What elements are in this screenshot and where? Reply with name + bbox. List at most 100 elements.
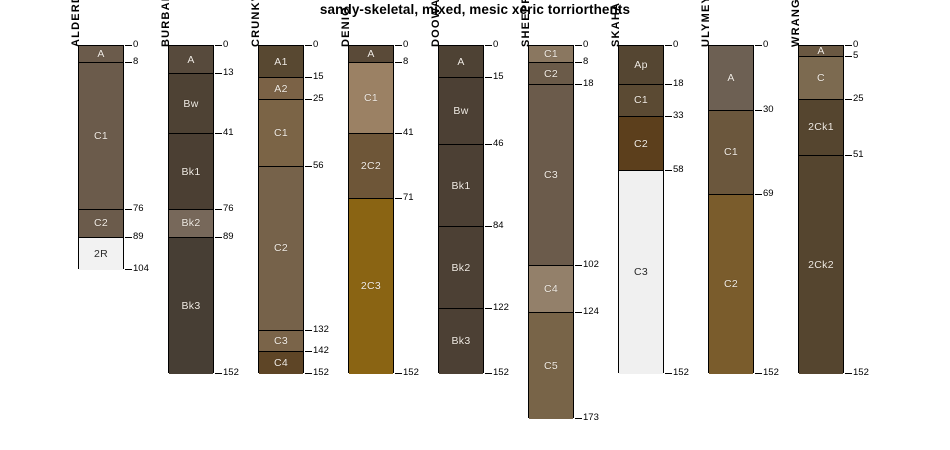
- depth-tick: [395, 45, 402, 46]
- depth-tick: [575, 417, 582, 419]
- horizon-c1[interactable]: C1: [349, 63, 393, 135]
- horizon-a[interactable]: A: [79, 46, 123, 64]
- horizon-c1[interactable]: C1: [259, 99, 303, 167]
- profile-name-label: ULYMEYER: [700, 0, 712, 47]
- horizon-label: C1: [723, 146, 739, 159]
- depth-tick: [125, 62, 132, 64]
- profile-column[interactable]: Ap C1 C2 C3: [618, 45, 664, 374]
- profile-name-label: SHEEPROCK: [520, 0, 532, 47]
- horizon-label: A: [817, 46, 825, 57]
- horizon-c4[interactable]: C4: [259, 352, 303, 374]
- depth-label: 122: [493, 302, 509, 314]
- horizon-c3[interactable]: C3: [259, 330, 303, 353]
- horizon-c2[interactable]: C2: [619, 117, 663, 172]
- depth-label: 0: [133, 39, 139, 50]
- depth-tick: [395, 198, 402, 200]
- horizon-2c2[interactable]: 2C2: [349, 134, 393, 200]
- horizon-label: 2C2: [360, 160, 382, 173]
- horizon-2r[interactable]: 2R: [79, 237, 123, 271]
- horizon-c[interactable]: C: [799, 56, 843, 100]
- horizon-label: Bw: [183, 97, 199, 110]
- depth-label: 15: [313, 71, 324, 83]
- depth-label: 152: [403, 366, 419, 378]
- horizon-bk3[interactable]: Bk3: [169, 237, 213, 374]
- horizon-label: C3: [633, 266, 649, 279]
- horizon-bw[interactable]: Bw: [169, 74, 213, 135]
- depth-label: 41: [403, 127, 414, 139]
- horizon-label: C4: [273, 356, 289, 369]
- horizon-c3[interactable]: C3: [529, 84, 573, 266]
- horizon-a[interactable]: A: [709, 46, 753, 111]
- horizon-2ck2[interactable]: 2Ck2: [799, 155, 843, 374]
- depth-label: 132: [313, 323, 329, 335]
- horizon-2ck1[interactable]: 2Ck1: [799, 99, 843, 156]
- horizon-c1[interactable]: C1: [709, 110, 753, 195]
- horizon-bk2[interactable]: Bk2: [169, 209, 213, 238]
- profile-name-label: ALDERDALE: [70, 0, 82, 47]
- page-title: sandy-skeletal, mixed, mesic xeric torri…: [319, 2, 631, 17]
- horizon-label: 2R: [93, 248, 109, 261]
- profile-column[interactable]: A C 2Ck1 2Ck2: [798, 45, 844, 374]
- horizon-label: C: [817, 71, 825, 84]
- horizon-c1[interactable]: C1: [619, 84, 663, 118]
- depth-label: 173: [583, 411, 599, 423]
- horizon-bk2[interactable]: Bk2: [439, 227, 483, 310]
- horizon-a[interactable]: A: [799, 46, 843, 57]
- horizon-label: Ap: [634, 58, 648, 71]
- horizon-label: C2: [543, 67, 559, 80]
- horizon-label: 2Ck1: [808, 121, 834, 134]
- depth-label: 41: [223, 127, 234, 139]
- depth-tick: [215, 45, 222, 46]
- depth-label: 8: [133, 56, 139, 68]
- horizon-c2[interactable]: C2: [259, 166, 303, 331]
- depth-label: 142: [313, 345, 329, 357]
- horizon-a[interactable]: A: [169, 46, 213, 75]
- depth-label: 30: [763, 103, 774, 115]
- depth-tick: [845, 372, 852, 374]
- horizon-ap[interactable]: Ap: [619, 46, 663, 85]
- horizon-bk1[interactable]: Bk1: [169, 134, 213, 210]
- profile-column[interactable]: A C1 2C2 2C3: [348, 45, 394, 374]
- horizon-c1[interactable]: C1: [529, 46, 573, 64]
- horizon-c4[interactable]: C4: [529, 265, 573, 314]
- profile-column[interactable]: C1 C2 C3 C4 C5: [528, 45, 574, 419]
- horizon-label: C1: [93, 130, 109, 143]
- horizon-c2[interactable]: C2: [79, 209, 123, 238]
- depth-label: 8: [403, 56, 409, 68]
- depth-tick: [575, 45, 582, 46]
- depth-tick: [665, 83, 672, 85]
- depth-tick: [215, 73, 222, 75]
- horizon-label: C1: [543, 48, 559, 61]
- horizon-c5[interactable]: C5: [529, 313, 573, 419]
- horizon-c2[interactable]: C2: [709, 194, 753, 374]
- horizon-bk3[interactable]: Bk3: [439, 309, 483, 374]
- depth-label: 104: [133, 263, 149, 275]
- horizon-c3[interactable]: C3: [619, 171, 663, 374]
- depth-tick: [845, 154, 852, 156]
- profile-column[interactable]: A C1 C2: [708, 45, 754, 374]
- horizon-a2[interactable]: A2: [259, 78, 303, 100]
- horizon-c1[interactable]: C1: [79, 63, 123, 210]
- depth-tick: [125, 236, 132, 238]
- horizon-label: C2: [633, 137, 649, 150]
- profile-column[interactable]: A Bw Bk1 Bk2 Bk3: [168, 45, 214, 374]
- horizon-2c3[interactable]: 2C3: [349, 199, 393, 374]
- horizon-bk1[interactable]: Bk1: [439, 145, 483, 228]
- depth-label: 152: [763, 366, 779, 378]
- depth-label: 46: [493, 138, 504, 150]
- horizon-c2[interactable]: C2: [529, 63, 573, 85]
- horizon-a1[interactable]: A1: [259, 46, 303, 79]
- horizon-bw[interactable]: Bw: [439, 78, 483, 146]
- profile-column[interactable]: A Bw Bk1 Bk2 Bk3: [438, 45, 484, 374]
- horizon-label: C1: [633, 94, 649, 107]
- profile-column[interactable]: A1 A2 C1 C2 C3 C4: [258, 45, 304, 374]
- horizon-a[interactable]: A: [439, 46, 483, 79]
- horizon-label: C3: [543, 168, 559, 181]
- profile-column[interactable]: A C1 C2 2R: [78, 45, 124, 271]
- depth-tick: [755, 45, 762, 46]
- depth-tick: [395, 133, 402, 135]
- horizon-label: C2: [723, 278, 739, 291]
- horizon-a[interactable]: A: [349, 46, 393, 64]
- horizon-label: A: [457, 55, 465, 68]
- depth-tick: [575, 264, 582, 266]
